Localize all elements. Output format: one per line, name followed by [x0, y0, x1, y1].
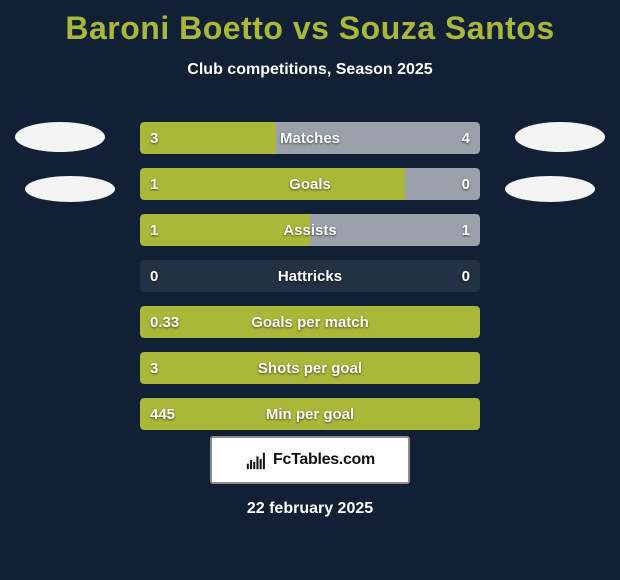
stat-bar-left — [140, 398, 480, 430]
stat-bar-left — [140, 352, 480, 384]
stat-bar-right — [276, 122, 480, 154]
stat-value-left: 0 — [150, 260, 158, 292]
stat-value-right: 0 — [462, 260, 470, 292]
stat-label: Hattricks — [140, 260, 480, 292]
stat-row: Goals10 — [140, 168, 480, 200]
stat-bars: Matches34 Goals10 Assists11 Hattricks0 0 Goal… — [140, 122, 480, 444]
stat-bar-left — [140, 168, 405, 200]
stat-row: Min per goal445 — [140, 398, 480, 430]
stat-row: Matches34 — [140, 122, 480, 154]
stat-row: Hattricks0 0 — [140, 260, 480, 292]
stat-row: Assists11 — [140, 214, 480, 246]
page-subtitle: Club competitions, Season 2025 — [0, 61, 620, 79]
stat-bar-left — [140, 214, 310, 246]
date-text: 22 february 2025 — [0, 500, 620, 518]
stat-row: Shots per goal3 — [140, 352, 480, 384]
stat-row: Goals per match0.33 — [140, 306, 480, 338]
player1-badge-top — [15, 122, 105, 152]
brand-badge: FcTables.com — [210, 436, 410, 484]
player2-badge-top — [515, 122, 605, 152]
stat-bar-right — [310, 214, 480, 246]
stat-bar-left — [140, 122, 276, 154]
page-title: Baroni Boetto vs Souza Santos — [0, 0, 620, 47]
comparison-infographic: Baroni Boetto vs Souza Santos Club compe… — [0, 0, 620, 580]
brand-text: FcTables.com — [273, 451, 375, 469]
brand-chart-icon — [245, 449, 267, 471]
player1-badge-bottom — [25, 176, 115, 202]
stat-bar-right — [405, 168, 480, 200]
stat-bar-left — [140, 306, 480, 338]
player2-badge-bottom — [505, 176, 595, 202]
